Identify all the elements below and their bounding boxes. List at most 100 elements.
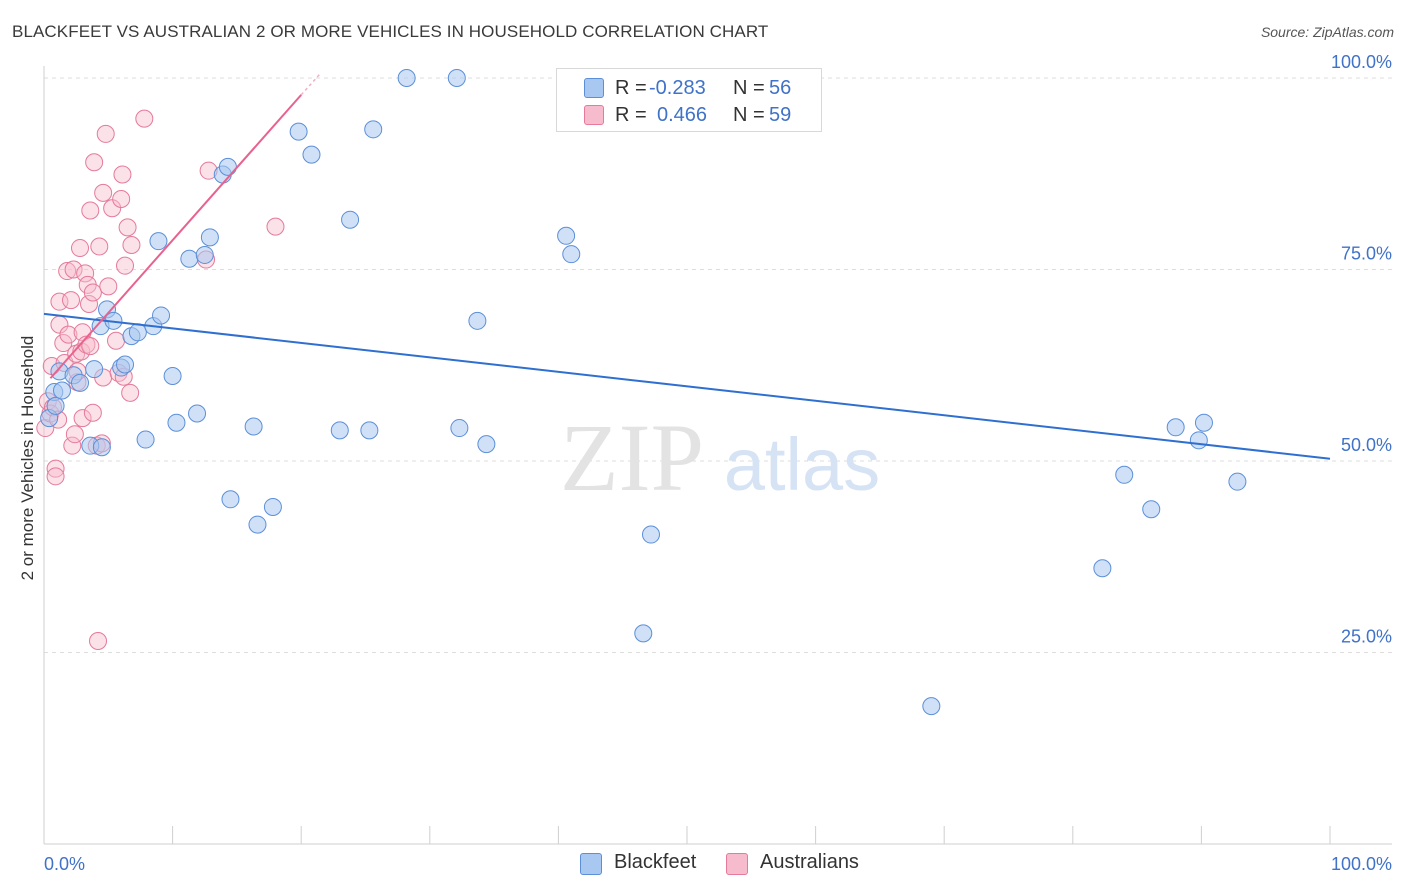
blackfeet-point (149, 232, 168, 251)
blackfeet-point (180, 249, 199, 268)
x-tick-label: 0.0% (44, 854, 85, 874)
tick-labels: 25.0% 50.0% 75.0% 100.0% 0.0% 100.0% (44, 52, 1392, 874)
blackfeet-point (641, 525, 660, 544)
legend-row-blackfeet: R = -0.283 N = 56 (557, 75, 821, 101)
australians-swatch (584, 105, 604, 125)
blackfeet-point (364, 120, 383, 139)
blackfeet-point (128, 323, 147, 342)
blackfeet-point (200, 228, 219, 247)
blackfeet-point (1194, 413, 1213, 432)
blackfeet-point (562, 245, 581, 264)
legend-row-australians: R = 0.466 N = 59 (557, 102, 821, 128)
australians-point (65, 425, 84, 444)
blackfeet-point (85, 360, 104, 379)
australians-point (112, 190, 131, 209)
blackfeet-point (341, 210, 360, 229)
australians-point (71, 239, 90, 258)
n-value: 59 (769, 104, 792, 126)
blackfeet-point (263, 497, 282, 516)
blackfeet-point (1115, 465, 1134, 484)
blackfeet-point (1166, 418, 1185, 437)
blackfeet-point (244, 417, 263, 436)
blackfeet-point (92, 438, 111, 457)
blackfeet-point (163, 366, 182, 385)
blackfeet-point (1228, 472, 1247, 491)
australians-point (64, 260, 83, 279)
australians-point (107, 331, 126, 350)
watermark: ZIP atlas (560, 404, 880, 511)
blackfeet-point (152, 306, 171, 325)
australians-point (85, 153, 104, 172)
y-tick-label: 75.0% (1341, 244, 1392, 264)
australians-trendline-extension (300, 72, 322, 96)
grid-layer (44, 77, 1392, 653)
australians-point (99, 277, 118, 296)
australians-point (46, 459, 65, 478)
y-tick-label: 50.0% (1341, 435, 1392, 455)
blackfeet-point (557, 226, 576, 245)
blackfeet-point (289, 122, 308, 141)
blackfeet-point (46, 396, 65, 415)
australians-point (121, 383, 140, 402)
blackfeet-point (218, 157, 237, 176)
australians-point (89, 632, 108, 651)
australians-point (118, 218, 137, 237)
australians-point (83, 403, 102, 422)
australians-point (122, 235, 141, 254)
x-tick-label: 100.0% (1331, 854, 1392, 874)
blackfeet-point (116, 355, 135, 374)
n-label: N = (733, 104, 765, 126)
australians-point (50, 292, 69, 311)
y-tick-label: 100.0% (1331, 52, 1392, 72)
n-label: N = (733, 77, 765, 99)
blackfeet-point (450, 419, 469, 438)
australians-point (96, 124, 115, 143)
australians-point (63, 436, 82, 455)
blackfeet-point (330, 421, 349, 440)
australians-point (113, 165, 132, 184)
australians-point (76, 264, 95, 283)
blackfeet-point (167, 413, 186, 432)
blackfeet-point (302, 145, 321, 164)
legend-label: Australians (760, 851, 859, 873)
blackfeet-point (221, 490, 240, 509)
blackfeet-point (360, 421, 379, 440)
australians-swatch (726, 853, 748, 875)
trend-lines (43, 72, 1331, 460)
australians-point (81, 337, 100, 356)
blackfeet-points (40, 69, 1247, 716)
chart-title: BLACKFEET VS AUSTRALIAN 2 OR MORE VEHICL… (12, 22, 769, 41)
australians-point (83, 283, 102, 302)
australians-point (135, 109, 154, 128)
watermark-atlas: atlas (724, 423, 880, 506)
chart-source: Source: ZipAtlas.com (1260, 24, 1394, 40)
australians-point (59, 325, 78, 344)
r-value: 0.466 (657, 104, 708, 126)
n-value: 56 (769, 77, 792, 99)
blackfeet-point (397, 69, 416, 87)
australians-point (103, 199, 122, 218)
watermark-zip: ZIP (560, 404, 704, 511)
blackfeet-point (468, 311, 487, 330)
blackfeet-point (1189, 431, 1208, 450)
australians-point (62, 291, 81, 310)
blackfeet-point (477, 435, 496, 454)
blackfeet-point (248, 515, 267, 534)
australians-point (90, 237, 109, 256)
blackfeet-point (1142, 500, 1161, 519)
blackfeet-point (447, 69, 466, 87)
blackfeet-swatch (580, 853, 602, 875)
australians-point (80, 294, 99, 313)
blackfeet-point (634, 624, 653, 643)
australians-point (58, 262, 77, 281)
australians-point (116, 256, 135, 275)
australians-point (266, 217, 285, 236)
australians-trendline (49, 94, 302, 379)
australians-point (94, 183, 113, 202)
blackfeet-point (136, 430, 155, 449)
australians-point (73, 409, 92, 428)
blackfeet-point (922, 697, 941, 716)
blackfeet-point (71, 373, 90, 392)
r-value: -0.283 (649, 77, 706, 99)
